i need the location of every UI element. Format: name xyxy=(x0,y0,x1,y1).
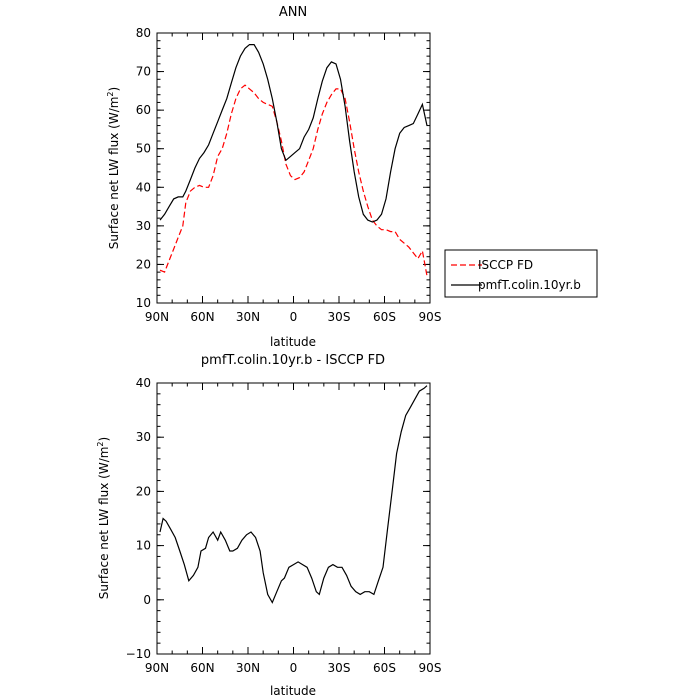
bottom-chart-axes: 90N 60N 30N 0 30S 60S 90S −10 0 10 20 30 40 xyxy=(126,376,442,675)
bottom-chart-title: pmfT.colin.10yr.b - ISCCP FD xyxy=(201,353,385,368)
bottom-y-axis-label-main: Surface net LW flux (W/m xyxy=(97,447,111,600)
legend-label-isccp: ISCCP FD xyxy=(478,258,533,272)
x-tick-label: 90N xyxy=(145,310,169,324)
x-tick-label: 0 xyxy=(290,310,298,324)
top-x-axis-label: latitude xyxy=(270,335,316,349)
y-tick-label: 40 xyxy=(136,376,151,390)
series-line-pmft-colin-10yr-b xyxy=(160,45,427,222)
x-tick-label: 90S xyxy=(419,661,442,675)
y-tick-label: 20 xyxy=(136,257,151,271)
top-chart-axes: 90N 60N 30N 0 30S 60S 90S 10 20 30 40 50 60 70 80 xyxy=(136,26,442,324)
top-y-axis-label-main: Surface net LW flux (W/m xyxy=(107,97,121,250)
x-tick-label: 30S xyxy=(328,310,351,324)
x-tick-label: 60N xyxy=(190,310,214,324)
y-tick-label: 20 xyxy=(136,484,151,498)
x-tick-label: 0 xyxy=(290,661,298,675)
plot-frame xyxy=(157,33,430,303)
y-tick-label: 10 xyxy=(136,296,151,310)
y-tick-label: 50 xyxy=(136,142,151,156)
series-line-difference xyxy=(160,386,427,603)
x-tick-label: 30S xyxy=(328,661,351,675)
series-line-isccp-fd xyxy=(160,85,427,276)
x-tick-label: 30N xyxy=(236,310,260,324)
y-tick-label: 30 xyxy=(136,219,151,233)
bottom-chart-series xyxy=(160,386,427,603)
y-tick-label: 40 xyxy=(136,180,151,194)
y-tick-label: 60 xyxy=(136,103,151,117)
bottom-line-chart: pmfT.colin.10yr.b - ISCCP FD 90N 60N 30N 0 3… xyxy=(96,353,441,698)
y-tick-label: 70 xyxy=(136,65,151,79)
x-tick-label: 90S xyxy=(419,310,442,324)
top-y-axis-label: Surface net LW flux (W/m2) xyxy=(106,87,121,249)
bottom-y-axis-label: Surface net LW flux (W/m2) xyxy=(96,437,111,599)
top-chart-series xyxy=(160,45,427,276)
x-tick-label: 60S xyxy=(373,310,396,324)
x-tick-label: 90N xyxy=(145,661,169,675)
top-y-axis-label-end: ) xyxy=(107,87,121,92)
y-tick-label: −10 xyxy=(126,647,151,661)
bottom-x-axis-label: latitude xyxy=(270,684,316,698)
x-tick-label: 60N xyxy=(190,661,214,675)
y-tick-label: 30 xyxy=(136,430,151,444)
top-chart-title: ANN xyxy=(279,5,307,20)
x-tick-label: 60S xyxy=(373,661,396,675)
legend-label-pmft: pmfT.colin.10yr.b xyxy=(478,278,581,292)
y-tick-label: 0 xyxy=(143,593,151,607)
bottom-y-axis-label-end: ) xyxy=(97,437,111,442)
x-tick-label: 30N xyxy=(236,661,260,675)
y-tick-label: 10 xyxy=(136,539,151,553)
top-chart-legend: ISCCP FD pmfT.colin.10yr.b xyxy=(445,250,597,297)
y-tick-label: 80 xyxy=(136,26,151,40)
top-line-chart: ANN 90N 60N 30N 0 30S 60S 90S1020304050607080 … xyxy=(106,5,597,349)
